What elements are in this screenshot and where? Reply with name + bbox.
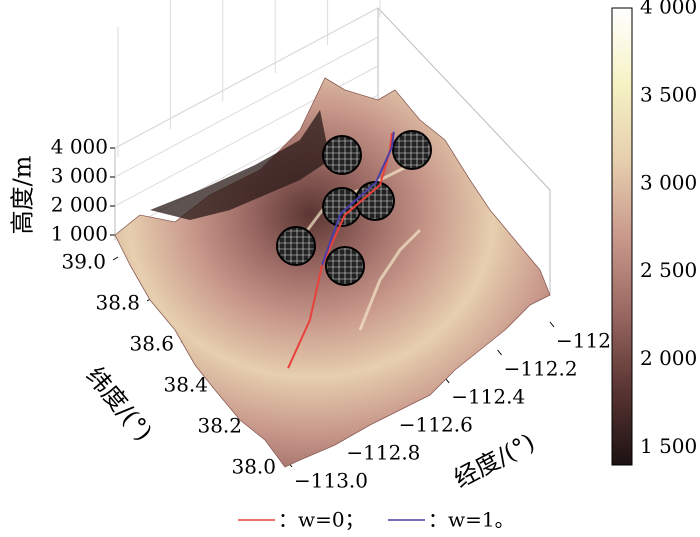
paths [287,131,395,369]
y-tick-label: 38.4 [163,373,208,397]
y-tick [112,256,119,261]
colorbar-tick-label: 3 000 [640,170,697,194]
colorbar-tick-label: 4 000 [640,0,697,19]
grid-line [114,7,379,149]
threat-markers [276,130,432,286]
x-tick-label: −112.6 [399,413,473,437]
y-tick-label: 39.0 [61,250,106,274]
y-tick-label: 38.6 [129,332,174,356]
legend: ：w=0； ：w=1。 [238,508,515,532]
z-axis-label: 高度/m [9,155,37,234]
route-line [321,131,395,266]
x-tick [549,321,555,328]
y-tick-label: 38.2 [197,414,242,438]
legend-label: ：w=0； [278,508,365,532]
z-tick-label: 1 000 [51,222,108,246]
x-tick-label: −112.8 [346,441,420,465]
terrain-shadow [150,110,330,220]
z-tick-label: 3 000 [51,164,108,188]
x-tick [497,349,502,356]
colorbar-tick-label: 1 500 [640,434,697,458]
y-axis-label: 纬度/(°) [81,362,158,447]
y-tick-label: 38.0 [231,455,276,479]
z-tick-label: 2 000 [51,193,108,217]
legend-label: ：w=1。 [428,508,515,532]
colorbar-tick-label: 2 000 [640,346,697,370]
x-tick-label: −112.2 [504,357,578,381]
x-tick-label: −112.4 [451,385,525,409]
z-tick-label: 4 000 [51,135,108,159]
x-tick-label: −113.0 [294,469,368,493]
labels: −113.0−112.8−112.6−112.4−112.2−112.038.0… [51,0,698,493]
grid-line [114,36,379,178]
colorbar-tick-label: 2 500 [640,258,697,282]
x-axis-label: 经度/(°) [449,428,539,493]
colorbar [611,7,633,466]
y-tick-label: 38.8 [95,291,140,315]
colorbar-tick-label: 3 500 [640,82,697,106]
